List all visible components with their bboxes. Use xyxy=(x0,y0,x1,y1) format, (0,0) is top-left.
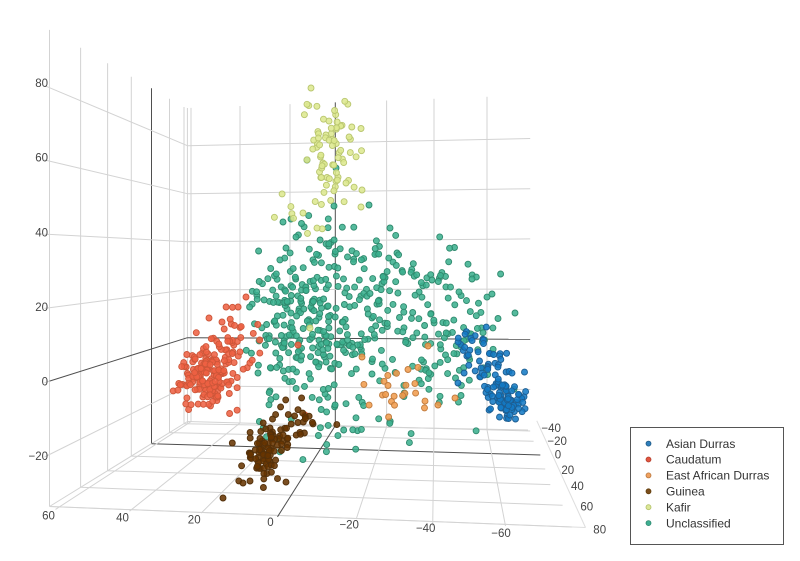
svg-text:Kafir: Kafir xyxy=(666,500,691,514)
svg-text:20: 20 xyxy=(35,302,48,314)
svg-text:80: 80 xyxy=(593,524,606,536)
svg-text:Unclassified: Unclassified xyxy=(666,516,731,530)
svg-text:−20: −20 xyxy=(547,436,567,448)
svg-text:0: 0 xyxy=(267,517,273,529)
svg-text:60: 60 xyxy=(35,153,48,165)
svg-text:East African Durras: East African Durras xyxy=(666,469,769,483)
svg-text:−20: −20 xyxy=(28,451,48,463)
svg-text:0: 0 xyxy=(555,450,561,462)
svg-text:60: 60 xyxy=(42,510,55,522)
svg-text:60: 60 xyxy=(580,502,593,514)
svg-text:Guinea: Guinea xyxy=(666,485,705,499)
svg-text:40: 40 xyxy=(571,481,584,493)
svg-text:Asian Durras: Asian Durras xyxy=(666,437,735,451)
svg-text:0: 0 xyxy=(42,376,48,388)
svg-text:40: 40 xyxy=(35,227,48,239)
svg-text:20: 20 xyxy=(188,514,201,526)
svg-text:−60: −60 xyxy=(491,528,511,540)
svg-text:−40: −40 xyxy=(416,523,436,535)
svg-text:−40: −40 xyxy=(541,423,561,435)
svg-text:40: 40 xyxy=(116,512,129,524)
svg-text:80: 80 xyxy=(35,78,48,90)
svg-text:20: 20 xyxy=(561,465,574,477)
svg-text:−20: −20 xyxy=(339,520,359,532)
svg-text:Caudatum: Caudatum xyxy=(666,453,721,467)
